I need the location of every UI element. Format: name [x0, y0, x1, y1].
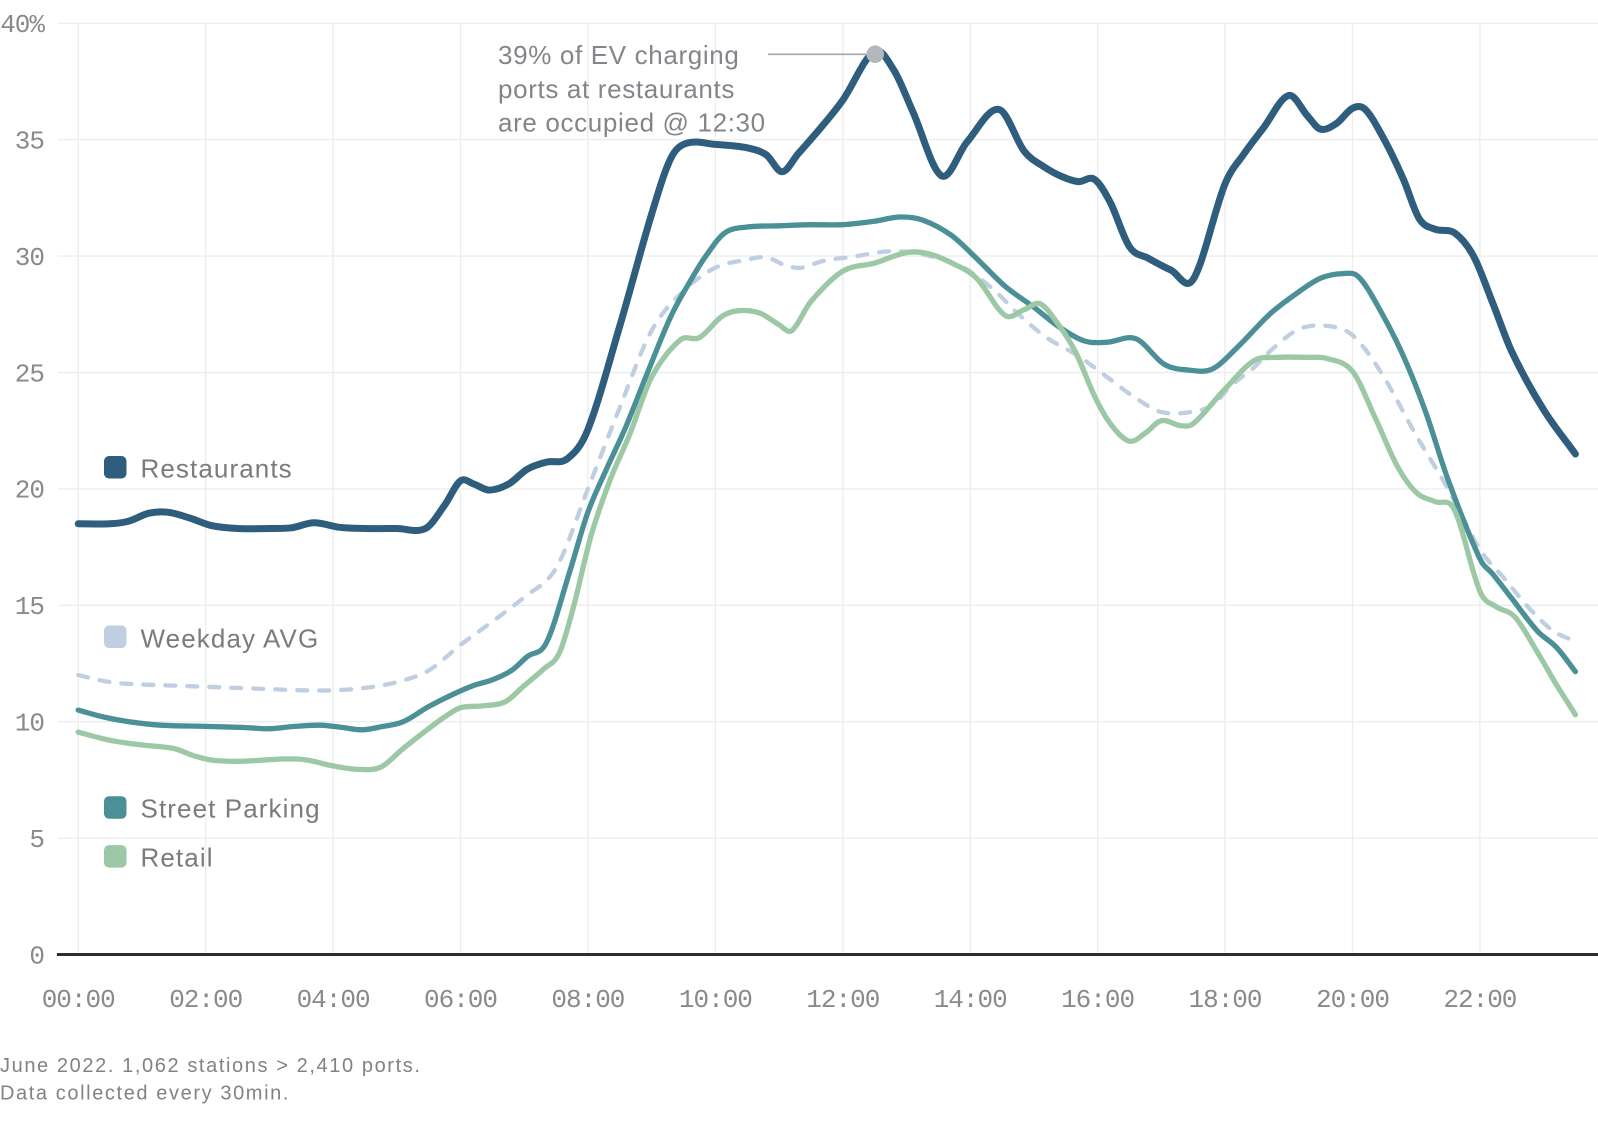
svg-text:Street Parking: Street Parking	[141, 794, 321, 824]
svg-text:08:00: 08:00	[551, 985, 624, 1015]
svg-text:20:00: 20:00	[1316, 985, 1389, 1015]
svg-text:Restaurants: Restaurants	[141, 453, 293, 483]
svg-text:15: 15	[15, 592, 44, 622]
svg-text:22:00: 22:00	[1443, 985, 1516, 1015]
svg-text:06:00: 06:00	[424, 985, 497, 1015]
svg-text:04:00: 04:00	[297, 985, 370, 1015]
svg-text:June 2022. 1,062 stations > 2,: June 2022. 1,062 stations > 2,410 ports.	[0, 1055, 421, 1077]
svg-text:0: 0	[29, 941, 44, 971]
svg-text:40%: 40%	[0, 10, 45, 40]
svg-text:14:00: 14:00	[934, 985, 1007, 1015]
svg-text:Weekday AVG: Weekday AVG	[141, 624, 320, 654]
svg-text:16:00: 16:00	[1061, 985, 1134, 1015]
svg-text:10: 10	[15, 709, 44, 739]
svg-text:25: 25	[15, 359, 44, 389]
svg-text:39% of EV charging: 39% of EV charging	[498, 40, 740, 70]
svg-text:Retail: Retail	[141, 843, 214, 873]
svg-text:02:00: 02:00	[169, 985, 242, 1015]
svg-text:35: 35	[15, 127, 44, 157]
svg-text:10:00: 10:00	[679, 985, 752, 1015]
svg-text:12:00: 12:00	[806, 985, 879, 1015]
svg-text:18:00: 18:00	[1188, 985, 1261, 1015]
svg-text:5: 5	[29, 825, 44, 855]
svg-text:are occupied @ 12:30: are occupied @ 12:30	[498, 107, 766, 137]
svg-text:30: 30	[15, 243, 44, 273]
svg-text:ports at restaurants: ports at restaurants	[498, 74, 735, 104]
svg-text:20: 20	[15, 476, 44, 506]
svg-text:00:00: 00:00	[42, 985, 115, 1015]
svg-text:Data collected every 30min.: Data collected every 30min.	[0, 1082, 290, 1104]
